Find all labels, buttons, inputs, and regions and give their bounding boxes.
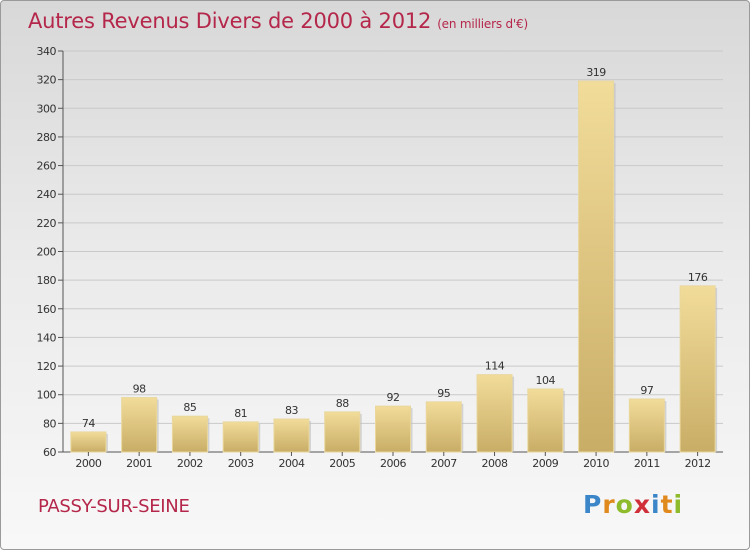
- bar-2012: [679, 285, 716, 453]
- x-tick-label: 2002: [177, 457, 203, 470]
- x-tick-label: 2004: [278, 457, 304, 470]
- bar-value-label: 92: [387, 391, 400, 404]
- bar-value-label: 104: [536, 374, 556, 387]
- chart-title-text: Autres Revenus Divers de 2000 à 2012: [28, 9, 432, 33]
- y-tick-label: 260: [37, 160, 57, 173]
- y-tick-label: 200: [37, 246, 57, 259]
- chart-subtitle: (en milliers d'€): [437, 17, 528, 31]
- bar-value-label: 85: [183, 401, 196, 414]
- x-tick-label: 2006: [380, 457, 406, 470]
- y-tick-label: 140: [37, 331, 57, 344]
- y-tick-label: 60: [43, 446, 56, 459]
- logo-letter: t: [660, 490, 674, 519]
- bar-2008: [476, 374, 513, 453]
- x-tick-label: 2012: [685, 457, 711, 470]
- y-tick-label: 220: [37, 217, 57, 230]
- proxiti-logo[interactable]: Proxiti: [583, 490, 683, 519]
- bar-2006: [375, 405, 411, 453]
- bar-value-label: 176: [688, 271, 708, 284]
- bar-2004: [273, 418, 310, 453]
- y-tick-label: 300: [37, 102, 57, 115]
- x-tick-label: 2005: [329, 457, 355, 470]
- y-tick-label: 120: [37, 360, 57, 373]
- bar-2009: [527, 388, 564, 453]
- logo-letter: x: [633, 490, 651, 519]
- bar-value-label: 319: [586, 66, 606, 79]
- bar-value-label: 114: [485, 360, 505, 373]
- bar-2000: [70, 431, 107, 453]
- logo-letter: i: [673, 490, 684, 519]
- y-tick-label: 340: [37, 45, 57, 58]
- bar-2002: [171, 415, 208, 453]
- y-tick-label: 100: [37, 389, 57, 402]
- x-tick-label: 2010: [583, 457, 609, 470]
- x-tick-label: 2001: [126, 457, 152, 470]
- bar-2007: [425, 401, 462, 453]
- bar-value-label: 81: [234, 407, 247, 420]
- bar-2001: [121, 397, 158, 453]
- y-tick-label: 280: [37, 131, 57, 144]
- x-tick-label: 2009: [532, 457, 558, 470]
- logo-letter: o: [615, 490, 634, 519]
- bar-2010: [578, 80, 615, 453]
- bar-2011: [628, 398, 665, 453]
- x-tick-label: 2000: [75, 457, 101, 470]
- y-tick-label: 320: [37, 74, 57, 87]
- bar-value-label: 97: [640, 384, 653, 397]
- bar-value-label: 83: [285, 404, 298, 417]
- y-tick-label: 160: [37, 303, 57, 316]
- x-tick-label: 2008: [482, 457, 508, 470]
- bar-2005: [324, 411, 361, 453]
- x-tick-label: 2007: [431, 457, 457, 470]
- logo-letter: r: [602, 490, 616, 519]
- y-tick-label: 180: [37, 274, 57, 287]
- logo-letter: i: [651, 490, 661, 519]
- bar-value-label: 74: [82, 417, 95, 430]
- bar-2003: [222, 421, 259, 453]
- logo-letter: P: [583, 490, 603, 519]
- bar-value-label: 88: [336, 397, 349, 410]
- x-tick-label: 2011: [634, 457, 660, 470]
- location-label: PASSY-SUR-SEINE: [38, 496, 190, 517]
- x-tick-label: 2003: [228, 457, 254, 470]
- bar-value-label: 95: [437, 387, 450, 400]
- chart-title: Autres Revenus Divers de 2000 à 2012 (en …: [28, 9, 528, 33]
- y-tick-label: 80: [43, 417, 56, 430]
- bar-value-label: 98: [133, 383, 146, 396]
- y-tick-label: 240: [37, 188, 57, 201]
